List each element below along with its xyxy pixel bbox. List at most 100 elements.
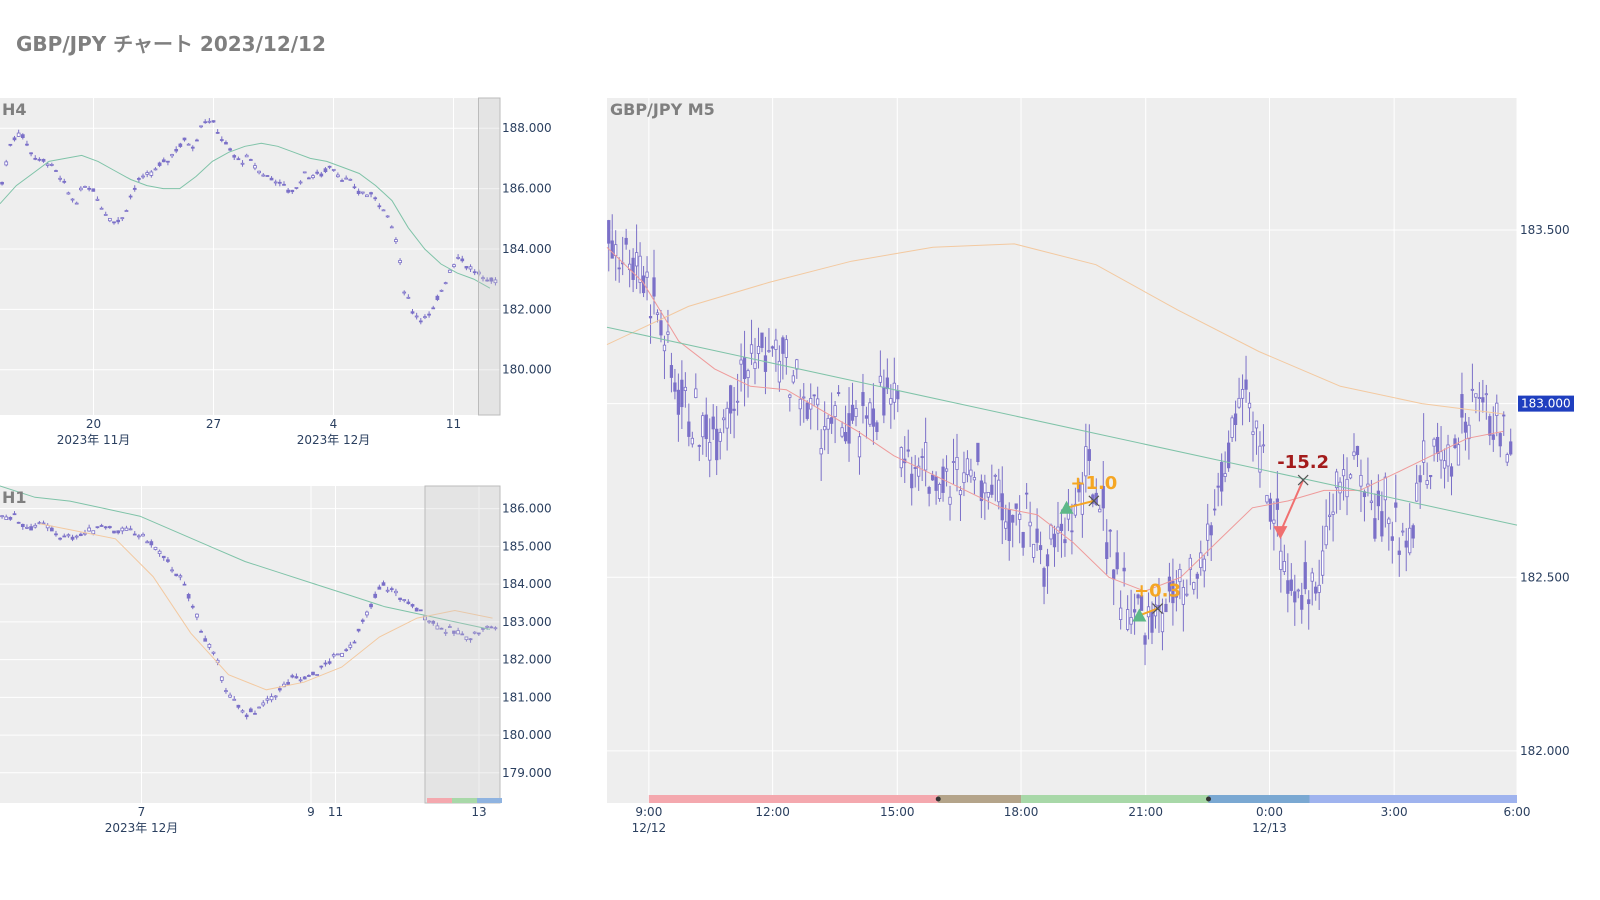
y-tick-label: 182.000 bbox=[502, 302, 552, 316]
candle-body bbox=[29, 152, 33, 155]
candle-body bbox=[917, 465, 921, 477]
candle-body bbox=[294, 676, 299, 679]
candle-body bbox=[137, 178, 141, 180]
candle-body bbox=[760, 332, 764, 348]
candle-body bbox=[896, 390, 900, 400]
candle-body bbox=[962, 472, 966, 484]
candle-body bbox=[253, 165, 257, 169]
candle-body bbox=[1059, 523, 1064, 532]
candle-body bbox=[489, 626, 494, 629]
candle-body bbox=[485, 625, 489, 628]
candle-body bbox=[394, 239, 398, 243]
candle-body bbox=[1080, 483, 1084, 515]
candle-body bbox=[414, 607, 419, 612]
candle-body bbox=[286, 189, 290, 193]
ma-green-line bbox=[606, 326, 1518, 526]
candle-body bbox=[1491, 434, 1495, 440]
x-tick-label: 18:00 bbox=[1004, 805, 1039, 819]
candle-body bbox=[215, 131, 220, 134]
candle-body bbox=[195, 139, 199, 142]
candle-body bbox=[103, 214, 108, 216]
candle-body bbox=[472, 271, 477, 274]
candle-body bbox=[1101, 485, 1105, 509]
candle-body bbox=[323, 168, 328, 173]
candle-body bbox=[1314, 586, 1318, 594]
current-window-box bbox=[424, 485, 501, 804]
candle-body bbox=[219, 139, 224, 141]
candle-body bbox=[493, 627, 498, 630]
candle-body bbox=[614, 244, 618, 257]
y-tick-label: 180.000 bbox=[502, 363, 552, 377]
candle-body bbox=[286, 681, 290, 685]
candle-body bbox=[149, 541, 154, 546]
x-tick-label: 9 bbox=[307, 805, 315, 819]
candle-body bbox=[1167, 576, 1172, 592]
candle-body bbox=[427, 620, 431, 623]
x-tick-label: 11 bbox=[328, 805, 343, 819]
candle-body bbox=[219, 676, 224, 681]
candle-body bbox=[1160, 612, 1165, 633]
y-tick-label: 180.000 bbox=[502, 728, 552, 742]
candle-body bbox=[847, 413, 851, 444]
candle-body bbox=[74, 202, 79, 205]
candle-body bbox=[1383, 476, 1387, 501]
candle-body bbox=[157, 550, 162, 555]
candle-body bbox=[861, 392, 865, 407]
candle-body bbox=[414, 315, 419, 318]
candle-body bbox=[1467, 424, 1471, 440]
candle-body bbox=[1021, 531, 1025, 548]
candle-body bbox=[99, 525, 104, 527]
candle-body bbox=[447, 626, 452, 628]
candle-body bbox=[240, 710, 245, 713]
candle-body bbox=[749, 344, 754, 354]
session-bar bbox=[427, 798, 452, 803]
candle-body bbox=[273, 181, 278, 184]
candle-body bbox=[423, 316, 427, 319]
candle-body bbox=[1282, 561, 1286, 572]
candle-body bbox=[770, 346, 775, 349]
session-bar bbox=[1309, 795, 1517, 803]
candle-body bbox=[132, 533, 137, 536]
candle-body bbox=[1035, 528, 1039, 543]
x-tick-label: 4 bbox=[330, 417, 338, 431]
candle-body bbox=[697, 445, 701, 447]
candle-body bbox=[265, 698, 270, 701]
candle-body bbox=[54, 533, 58, 536]
candle-body bbox=[1488, 416, 1492, 436]
candle-body bbox=[1213, 508, 1217, 511]
candle-body bbox=[1025, 492, 1029, 495]
candle-body bbox=[1293, 591, 1297, 603]
current-window-box bbox=[478, 97, 501, 416]
candle-body bbox=[49, 527, 54, 532]
candle-body bbox=[1509, 441, 1513, 455]
candle-body bbox=[116, 219, 121, 223]
candle-body bbox=[1394, 502, 1398, 508]
trade-result-label: -15.2 bbox=[1277, 452, 1329, 473]
candle-body bbox=[385, 215, 390, 218]
candle-body bbox=[617, 267, 621, 270]
panel-title-h4: H4 bbox=[2, 100, 27, 119]
candle-body bbox=[199, 125, 203, 128]
candle-body bbox=[854, 408, 858, 418]
candle-body bbox=[410, 604, 415, 607]
candle-body bbox=[739, 359, 743, 365]
candle-body bbox=[427, 313, 431, 316]
candle-body bbox=[369, 603, 373, 608]
candle-body bbox=[958, 490, 963, 496]
candle-body bbox=[4, 161, 9, 166]
candle-body bbox=[78, 533, 83, 536]
candle-body bbox=[311, 175, 315, 179]
candle-body bbox=[443, 282, 448, 285]
candle-body bbox=[1181, 587, 1185, 605]
candle-body bbox=[920, 456, 924, 458]
candle-body bbox=[493, 279, 498, 284]
candle-body bbox=[1442, 460, 1447, 469]
panel-title-h1: H1 bbox=[2, 488, 27, 507]
candle-body bbox=[282, 183, 286, 186]
candle-body bbox=[645, 271, 649, 278]
ma-orange-line bbox=[606, 243, 1504, 415]
candle-body bbox=[1401, 530, 1405, 533]
candle-body bbox=[12, 513, 17, 516]
candle-body bbox=[1425, 480, 1429, 485]
y-tick-label: 182.500 bbox=[1520, 570, 1570, 584]
